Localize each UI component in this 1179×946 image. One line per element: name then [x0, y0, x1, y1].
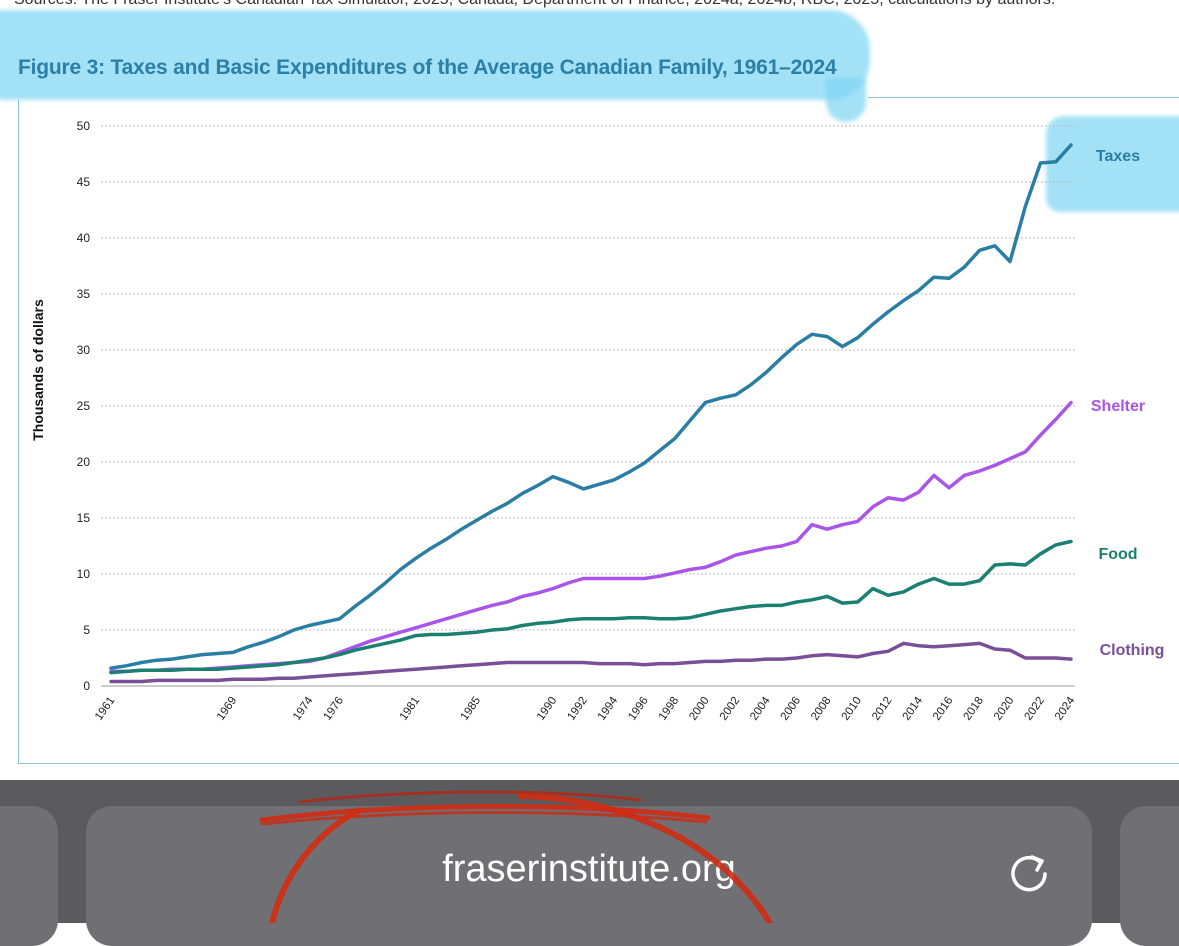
series-label-clothing: Clothing [1100, 642, 1165, 659]
x-tick-label: 1994 [596, 694, 621, 722]
source-note: Sources: The Fraser Institute's Canadian… [14, 0, 1164, 9]
title-highlight [0, 10, 870, 100]
y-tick-label: 40 [77, 231, 91, 245]
series-label-taxes: Taxes [1096, 148, 1140, 165]
y-tick-label: 15 [77, 511, 91, 525]
taxes-label-highlight [1046, 116, 1179, 212]
frame-top-rule [868, 97, 1179, 98]
x-tick-label: 2000 [687, 695, 712, 723]
x-tick-label: 1969 [215, 695, 240, 723]
x-tick-label: 2024 [1053, 694, 1078, 722]
x-tick-label: 1998 [657, 695, 682, 723]
frame-bottom-rule [18, 763, 1179, 764]
grid-lines [101, 125, 1075, 687]
series-line-food [109, 539, 1073, 675]
line-chart: 0 5 10 15 20 25 30 35 40 45 50 1961 1969 1974 1976 198… [30, 119, 1165, 723]
x-tick-label: 1990 [535, 695, 560, 723]
y-tick-labels: 0 5 10 15 20 25 30 35 40 45 50 [77, 119, 91, 693]
x-tick-label: 2008 [809, 695, 834, 723]
x-tick-label: 1961 [93, 695, 118, 723]
x-tick-label: 2004 [748, 694, 773, 722]
x-tick-label: 2020 [992, 695, 1017, 723]
x-tick-label: 2018 [962, 695, 987, 723]
x-tick-label: 2002 [718, 695, 743, 723]
y-tick-label: 5 [83, 623, 90, 637]
y-tick-label: 35 [77, 287, 91, 301]
x-tick-labels: 1961 1969 1974 1976 1981 1985 1990 1992 1994 1996… [93, 694, 1078, 722]
y-tick-label: 0 [83, 679, 90, 693]
series-line-taxes [109, 143, 1073, 670]
x-tick-label: 1985 [459, 695, 484, 723]
y-tick-label: 30 [77, 343, 91, 357]
series-line-clothing [109, 641, 1073, 684]
y-tick-label: 45 [77, 175, 91, 189]
figure-title: Figure 3: Taxes and Basic Expenditures o… [18, 56, 837, 79]
y-tick-label: 50 [77, 119, 91, 133]
reload-icon[interactable] [1004, 848, 1054, 898]
frame-left-rule [18, 100, 19, 764]
url-text[interactable]: fraserinstitute.org [442, 848, 736, 890]
red-scribble-annotation [259, 790, 773, 923]
x-tick-label: 2016 [931, 695, 956, 723]
x-tick-label: 1996 [626, 695, 651, 723]
title-highlight-drip [826, 78, 866, 122]
x-tick-label: 2006 [779, 695, 804, 723]
x-tick-label: 2012 [870, 695, 895, 723]
x-tick-label: 2014 [901, 694, 926, 722]
x-tick-label: 1992 [565, 695, 590, 723]
series-labels: Taxes Shelter Food Clothing [1091, 148, 1165, 659]
y-tick-label: 20 [77, 455, 91, 469]
x-tick-label: 2022 [1022, 695, 1047, 723]
y-tick-label: 25 [77, 399, 91, 413]
y-axis-label: Thousands of dollars [30, 299, 46, 441]
series-lines [109, 143, 1073, 684]
x-tick-label: 1976 [322, 695, 347, 723]
series-label-food: Food [1098, 546, 1137, 563]
x-tick-label: 1974 [291, 694, 316, 722]
x-tick-label: 2010 [840, 695, 865, 723]
series-line-shelter [109, 400, 1073, 674]
series-label-shelter: Shelter [1091, 398, 1145, 415]
y-tick-label: 10 [77, 567, 91, 581]
x-tick-label: 1981 [398, 695, 423, 723]
